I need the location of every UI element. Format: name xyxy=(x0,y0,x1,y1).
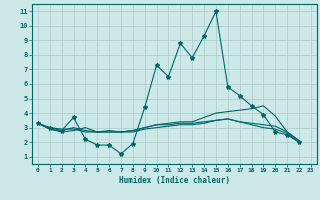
X-axis label: Humidex (Indice chaleur): Humidex (Indice chaleur) xyxy=(119,176,230,185)
